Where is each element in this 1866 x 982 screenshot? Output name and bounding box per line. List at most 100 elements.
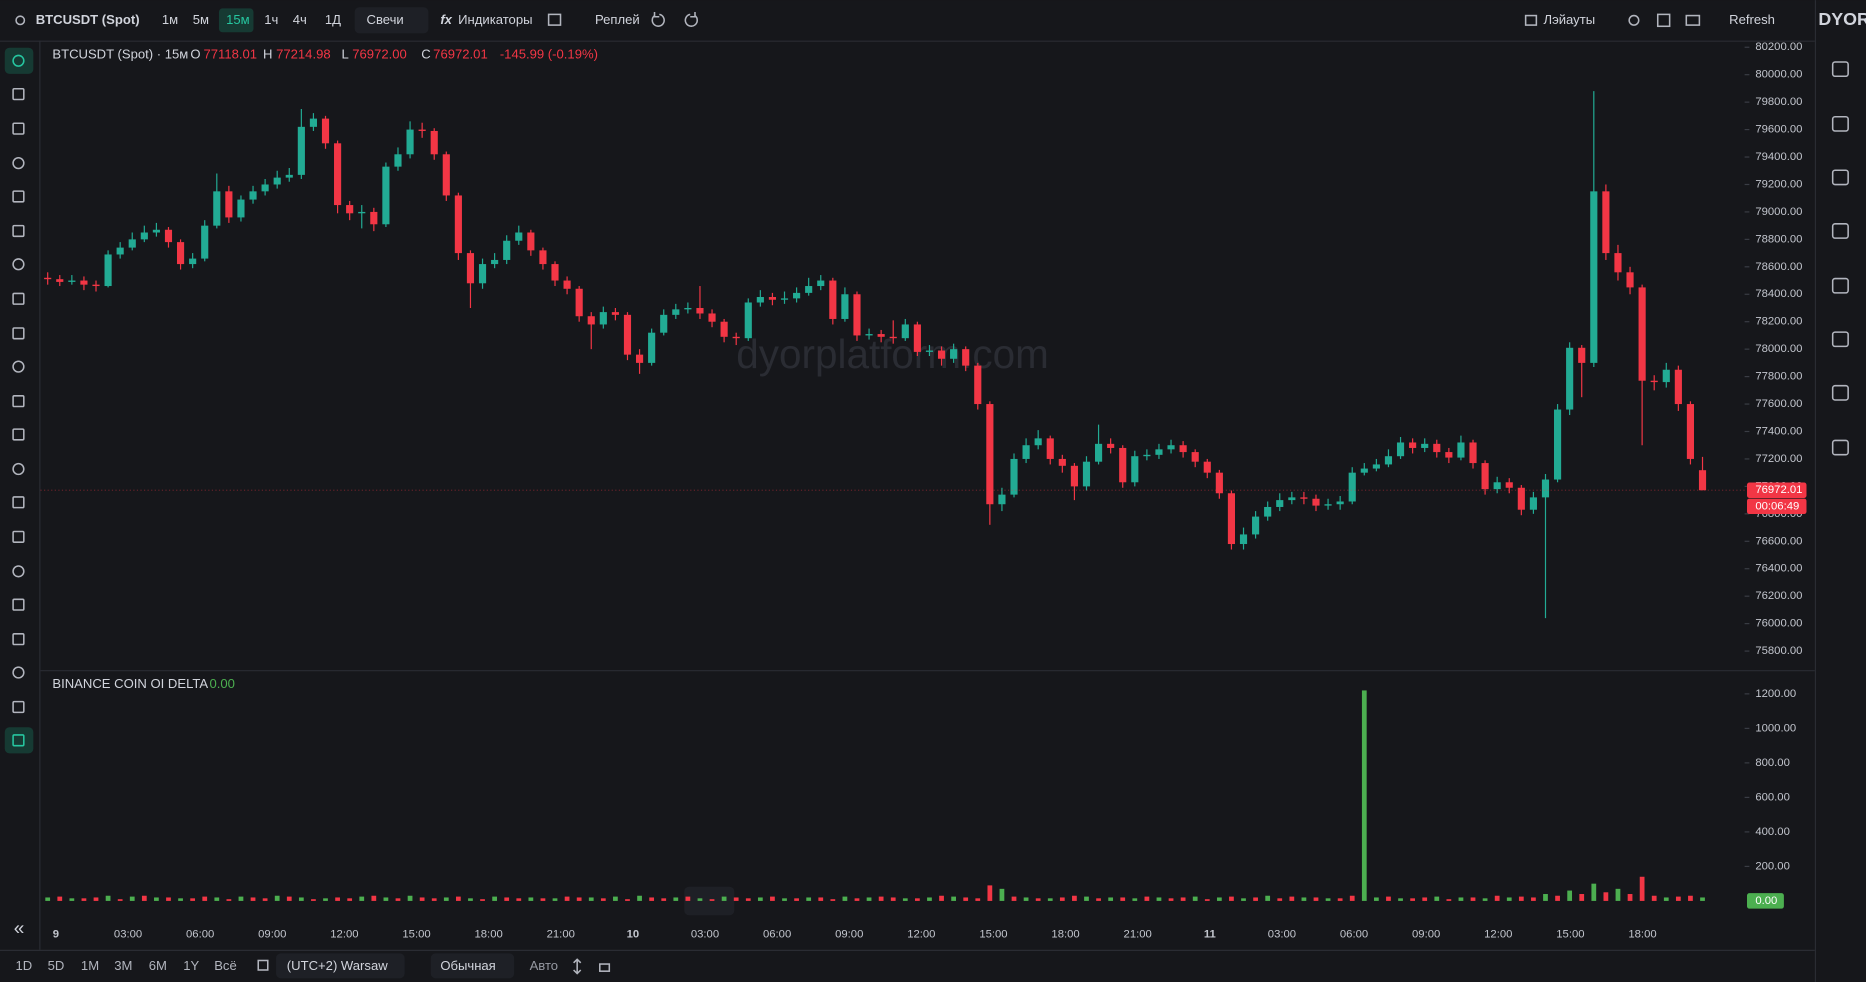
scale-arrows[interactable] [573,958,582,975]
drawing-tool[interactable] [12,190,25,203]
drawing-tool[interactable] [12,327,25,340]
range-button[interactable]: 3M [114,958,132,973]
sidebar-button[interactable] [1831,169,1849,186]
drawing-mini-toolbar[interactable] [684,886,735,916]
drawing-tool[interactable] [12,157,25,170]
templates-icon[interactable] [547,13,562,26]
oi-bar [564,896,570,901]
candle-body [68,280,76,282]
drawing-tool[interactable] [12,734,25,747]
lock-icon[interactable] [599,963,611,972]
drawing-tool[interactable] [12,360,25,373]
drawing-tool[interactable] [12,224,25,238]
sidebar-button[interactable] [1831,61,1849,78]
time-tick-label: 09:00 [835,928,863,940]
drawing-tool[interactable] [12,565,25,578]
oi-bar [576,897,582,901]
sidebar-button[interactable] [1831,439,1849,456]
drawing-tool[interactable] [12,122,25,135]
symbol[interactable]: BTCUSDT (Spot) [36,12,140,27]
interval-button[interactable]: 1ч [264,12,278,27]
candle-body [1058,458,1066,466]
screenshot-icon[interactable] [1685,14,1701,26]
oi-bar [335,897,340,901]
candle-body [1227,493,1236,545]
range-button[interactable]: 1Y [183,958,199,973]
oi-bar [129,896,135,901]
price-tick-label: 79800.00 [1755,96,1802,108]
collapse-button[interactable]: « [14,919,25,940]
sidebar-button[interactable] [1831,277,1849,294]
sidebar-button[interactable] [1831,223,1849,239]
chart-style-box[interactable] [354,7,429,34]
scale-mode[interactable]: Обычная [440,958,495,973]
sidebar-button[interactable] [1831,384,1849,401]
candle-body [176,242,185,265]
drawing-tool[interactable] [12,258,25,271]
chart-style[interactable]: Свечи [367,12,404,27]
drawing-tool[interactable] [12,395,25,408]
drawing-tool[interactable] [12,428,25,441]
refresh-button[interactable]: Refresh [1729,12,1775,27]
sidebar-button[interactable] [1831,331,1849,348]
undo-icon[interactable] [651,12,665,27]
auto-scale[interactable]: Авто [530,958,559,973]
drawing-tool[interactable] [12,462,25,476]
settings-icon[interactable] [1628,14,1640,26]
drawing-tool[interactable] [12,633,25,646]
candle-body [237,199,245,218]
range-button[interactable]: 1D [15,958,32,973]
oi-bar [999,888,1005,901]
scale-box[interactable] [430,953,515,979]
legend-key: H [263,46,272,61]
oi-bar [214,897,220,901]
oi-bar [782,898,787,901]
indicators-button[interactable]: Индикаторы [458,12,532,27]
search-icon[interactable] [15,15,26,26]
drawing-tool[interactable] [12,87,25,101]
price-tick-label: 77600.00 [1755,398,1802,410]
oi-bar [190,898,196,901]
timezone-box[interactable] [276,953,405,979]
oi-bar [649,897,655,901]
layouts-icon[interactable] [1524,14,1538,26]
indicators-icon[interactable]: fx [440,12,452,27]
drawing-tool[interactable] [12,530,25,543]
layouts-button[interactable]: Лэйауты [1543,12,1595,27]
price-tick-label: 77200.00 [1755,453,1802,465]
candle-body [1336,501,1344,505]
interval-button[interactable]: 1м [162,12,178,27]
sidebar-button[interactable] [1831,115,1849,132]
candle-body [1493,482,1501,490]
oi-bar [1675,896,1681,901]
candle-body [829,280,837,319]
fullscreen-icon[interactable] [1656,13,1671,28]
drawing-tool[interactable] [12,700,25,714]
drawing-tool[interactable] [12,292,25,305]
interval-button[interactable]: 1Д [325,12,341,27]
redo-icon[interactable] [684,12,698,27]
range-button[interactable]: 5D [48,958,65,973]
candle-body [1179,445,1187,453]
range-button[interactable]: 6M [149,958,167,973]
candle-body [962,349,970,366]
drawing-tool[interactable] [12,666,25,679]
drawing-tool[interactable] [12,598,25,611]
drawing-tool[interactable] [12,54,25,67]
oi-bar [1265,895,1271,901]
interval-button[interactable]: 4ч [293,12,307,27]
candle-body [1264,506,1272,517]
interval-button[interactable]: 15м [226,12,250,27]
interval-button[interactable]: 5м [193,12,209,27]
oi-bar [178,898,183,901]
candle-body [56,279,64,282]
timezone[interactable]: (UTC+2) Warsaw [287,958,388,973]
calendar-icon[interactable] [257,959,269,971]
candle-body [261,184,269,192]
range-button[interactable]: Всё [214,958,237,973]
candle-body [587,316,595,325]
drawing-tool[interactable] [12,496,25,509]
range-button[interactable]: 1M [81,958,99,973]
replay-button[interactable]: Реплей [595,12,640,27]
